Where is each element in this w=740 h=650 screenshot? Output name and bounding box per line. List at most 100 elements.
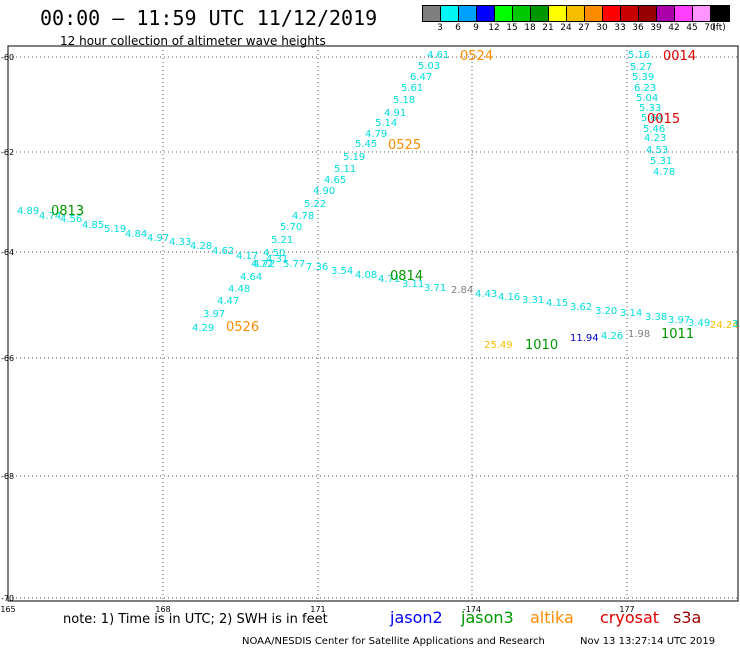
legend-swatch bbox=[495, 6, 513, 21]
mission-s3a: s3a bbox=[673, 608, 702, 627]
wave-height-label: 4.17 bbox=[236, 251, 258, 262]
legend-swatch bbox=[441, 6, 459, 21]
map-grid bbox=[8, 46, 738, 601]
wave-height-label: 11.94 bbox=[570, 333, 599, 344]
legend-tick-label: 3 bbox=[437, 23, 443, 33]
color-legend: 3 6 9 12 15 18 21 24 27 30 33 36 39 42 45 70 (ft) bbox=[422, 5, 730, 34]
wave-height-label: 5.14 bbox=[375, 118, 397, 129]
legend-swatch bbox=[657, 6, 675, 21]
track-0814: 3.11 3.71 2.84 4.43 4.16 3.31 4.15 3.62 3.20 3.14… bbox=[390, 269, 740, 331]
wave-height-label: 4.23 bbox=[644, 133, 666, 144]
wave-height-label: 3.31 bbox=[522, 295, 544, 306]
wave-height-label: 4.72 bbox=[251, 259, 273, 270]
wave-height-label: 4.28 bbox=[190, 241, 212, 252]
legend-tick-label: 36 bbox=[632, 23, 644, 33]
legend-swatch bbox=[567, 6, 585, 21]
wave-height-label: 4.78 bbox=[653, 167, 675, 178]
latitude-label: -66 bbox=[1, 354, 14, 363]
pass-time-label: 0524 bbox=[460, 49, 493, 64]
legend-tick-label: 21 bbox=[542, 23, 554, 33]
legend-swatch bbox=[711, 6, 729, 21]
wave-height-label: 5.46 bbox=[643, 124, 665, 135]
legend-swatch bbox=[513, 6, 531, 21]
latitude-label: -70 bbox=[1, 594, 14, 603]
longitude-label: 168 bbox=[155, 605, 170, 614]
mission-jason2: jason2 bbox=[390, 608, 443, 627]
pass-time-label: 1010 bbox=[525, 338, 558, 353]
mission-cryosat: cryosat bbox=[600, 608, 660, 627]
axis-labels: 165 168 171 -174 177 -60 -62 -64 -66 -68 -70 bbox=[0, 53, 634, 614]
legend-tick-label: 18 bbox=[524, 23, 536, 33]
mission-jason3: jason3 bbox=[461, 608, 514, 627]
wave-height-label: 5.77 bbox=[283, 259, 305, 270]
wave-height-label: 5.27 bbox=[630, 62, 652, 73]
longitude-label: 165 bbox=[0, 605, 15, 614]
wave-height-label: 3.38 bbox=[645, 312, 667, 323]
track-0524: 0524 bbox=[460, 49, 493, 64]
wave-height-label: 4.31 bbox=[266, 254, 288, 265]
legend-swatch bbox=[675, 6, 693, 21]
track-layer: 4.89 4.744.564.85 5.194.84 4.97 4.334.28 4.62… bbox=[17, 49, 740, 353]
legend-tick-label: 12 bbox=[488, 23, 500, 33]
wave-height-label: 5.03 bbox=[418, 61, 440, 72]
page-subtitle: 12 hour collection of altimeter wave hei… bbox=[60, 34, 326, 48]
wave-height-label: 4.47 bbox=[217, 296, 239, 307]
wave-height-label: 5.64 bbox=[641, 113, 663, 124]
legend-swatch bbox=[603, 6, 621, 21]
legend-tick-label: 33 bbox=[614, 23, 626, 33]
wave-height-label: 5.16 bbox=[628, 50, 650, 61]
wave-height-label: 4.71 bbox=[378, 274, 400, 285]
track-0526: 4.29 3.97 4.474.484.64 4.724.50 5.21 5.704.78… bbox=[192, 152, 365, 335]
wave-height-label: 4.65 bbox=[324, 175, 346, 186]
latitude-label: -60 bbox=[1, 53, 14, 62]
wave-height-label: 5.18 bbox=[393, 95, 415, 106]
legend-swatch bbox=[459, 6, 477, 21]
legend-swatch bbox=[693, 6, 711, 21]
legend-tick-label: 39 bbox=[650, 23, 662, 33]
wave-height-label: 1.98 bbox=[628, 329, 650, 340]
wave-height-label: 3.49 bbox=[688, 318, 710, 329]
pass-time-label: 0813 bbox=[51, 204, 84, 219]
page-title: 00:00 – 11:59 UTC 11/12/2019 bbox=[40, 6, 378, 30]
wave-height-label: 3.20 bbox=[595, 306, 617, 317]
wave-height-label: 24.24 bbox=[710, 320, 739, 331]
wave-height-label: 7.36 bbox=[306, 262, 328, 273]
wave-height-label: 4.56 bbox=[60, 214, 82, 225]
wave-height-label: 4.61 bbox=[427, 50, 449, 61]
wave-height-label: 4.26 bbox=[601, 331, 623, 342]
wave-height-label: 4.16 bbox=[498, 292, 520, 303]
wave-height-label: 4.84 bbox=[125, 229, 147, 240]
wave-height-label: 3.71 bbox=[424, 283, 446, 294]
wave-height-label: 5.33 bbox=[639, 103, 661, 114]
wave-height-label: 4.89 bbox=[17, 206, 39, 217]
wave-height-label: 4.97 bbox=[147, 233, 169, 244]
wave-height-label: 3.54 bbox=[331, 266, 353, 277]
track-0525: 5.454.795.144.91 5.185.616.475.034.61 0525 bbox=[355, 50, 449, 153]
wave-height-label: 4.08 bbox=[355, 270, 377, 281]
map-frame bbox=[7, 45, 739, 602]
pass-time-label: 1011 bbox=[661, 327, 694, 342]
legend-swatch bbox=[585, 6, 603, 21]
track-1010: 25.49 1010 bbox=[484, 338, 558, 353]
wave-height-label: 4.53 bbox=[646, 145, 668, 156]
legend-tick-label: 30 bbox=[596, 23, 608, 33]
wave-height-label: 5.39 bbox=[632, 72, 654, 83]
wave-height-label: 4.15 bbox=[546, 298, 568, 309]
legend-swatch bbox=[423, 6, 441, 21]
pass-time-label: 0015 bbox=[647, 112, 680, 127]
wave-height-label: 5.70 bbox=[280, 222, 302, 233]
pass-time-label: 0526 bbox=[226, 320, 259, 335]
legend-tick-label: (ft) bbox=[712, 23, 726, 33]
wave-height-label: 4.48 bbox=[228, 284, 250, 295]
credit-line: NOAA/NESDIS Center for Satellite Applica… bbox=[242, 636, 545, 647]
legend-tick-label: 42 bbox=[668, 23, 680, 33]
legend-tick-label: 9 bbox=[473, 23, 479, 33]
wave-height-label: 4.72 bbox=[253, 259, 275, 270]
track-0015: 0015 bbox=[647, 112, 680, 127]
wave-height-label: 3.14 bbox=[620, 308, 642, 319]
wave-height-label: 5.61 bbox=[401, 83, 423, 94]
longitude-label: 171 bbox=[310, 605, 325, 614]
wave-height-label: 4.62 bbox=[212, 246, 234, 257]
legend-swatch bbox=[549, 6, 567, 21]
